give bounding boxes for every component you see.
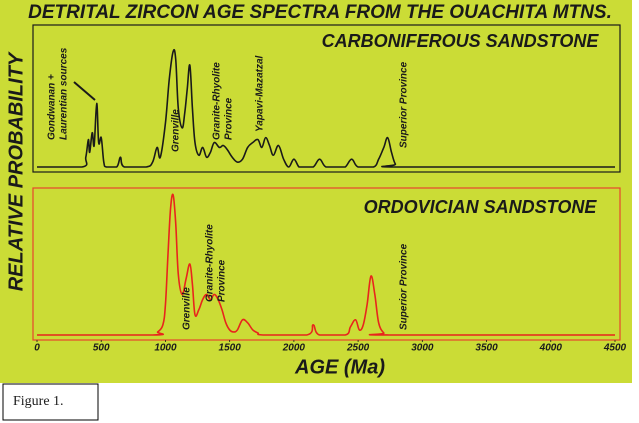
x-tick-label: 2500: [346, 343, 370, 354]
spectrum-line: [37, 193, 615, 336]
x-tick-label: 500: [93, 343, 110, 354]
caption: Figure 1.: [13, 394, 64, 409]
annotation: Gondwanan +: [47, 74, 58, 140]
annotation: Granite-Rhyolite: [205, 224, 216, 302]
annotation-arrow: [73, 81, 96, 101]
caption-box: [2, 383, 99, 421]
panel-frame: [32, 24, 621, 173]
annotation: Province: [224, 97, 235, 140]
annotation: Granite-Rhyolite: [212, 62, 223, 140]
annotation: Grenville: [182, 287, 193, 330]
figure-title: DETRITAL ZIRCON AGE SPECTRA FROM THE OUA…: [28, 2, 612, 23]
panel-title: CARBONIFEROUS SANDSTONE: [322, 31, 600, 51]
y-axis-label: RELATIVE PROBABILITY: [5, 51, 27, 291]
x-tick-label: 1000: [154, 343, 177, 354]
x-tick-label: 2000: [282, 343, 306, 354]
panel-frame: [32, 187, 621, 341]
x-tick-label: 4500: [603, 343, 627, 354]
annotation: Superior Province: [399, 61, 410, 148]
annotation: Yapavi-Mazatzal: [255, 55, 266, 132]
panel-title: ORDOVICIAN SANDSTONE: [364, 197, 598, 217]
annotation: Laurentian sources: [59, 47, 70, 140]
annotation: Grenville: [171, 109, 182, 152]
background: [0, 0, 632, 383]
x-tick-label: 3500: [475, 343, 498, 354]
annotation: Superior Province: [399, 243, 410, 330]
x-tick-label: 4000: [539, 343, 563, 354]
x-tick-label: 0: [34, 343, 40, 354]
spectrum-line: [37, 48, 615, 168]
annotation: Province: [217, 259, 228, 302]
x-tick-label: 3000: [411, 343, 434, 354]
x-axis-label: AGE (Ma): [294, 356, 385, 378]
x-tick-label: 1500: [219, 343, 242, 354]
